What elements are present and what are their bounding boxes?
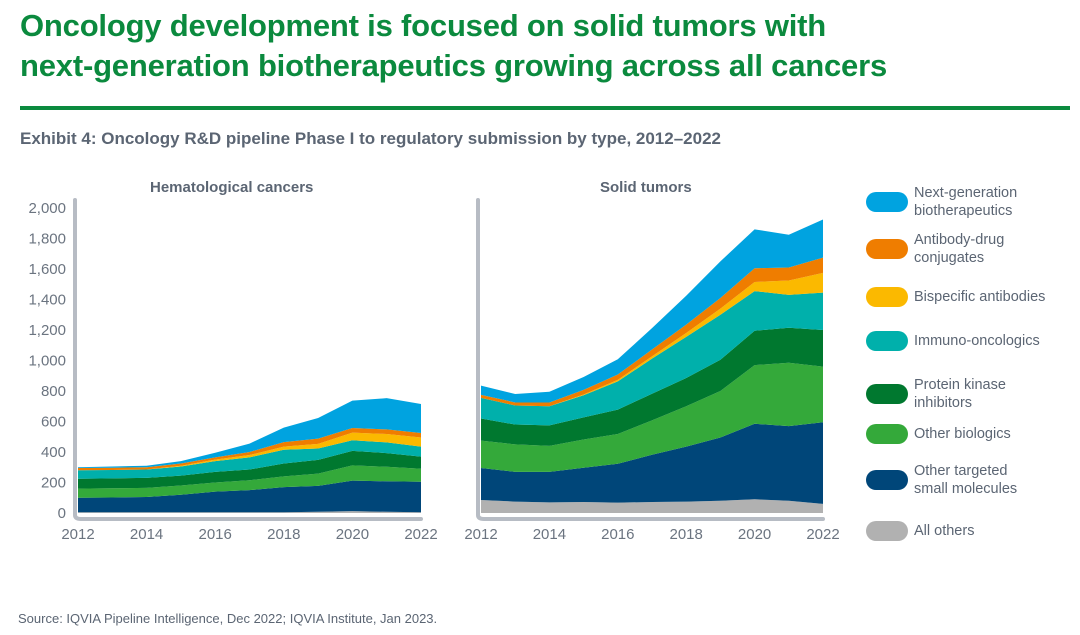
- legend-label: Immuno-oncologics: [914, 333, 1040, 349]
- title-line-1: Oncology development is focused on solid…: [20, 8, 827, 43]
- area-immuno-oncologics: [481, 291, 823, 426]
- y-tick-label: 0: [58, 505, 66, 522]
- area-chart-0: 2012 2014 2016 2018 2020 2022 0 200 400 600 800 1,0…: [28, 198, 438, 543]
- legend-item: Antibody-drug conjugates: [866, 231, 1004, 267]
- x-tick-label: 2022: [404, 526, 437, 543]
- area-other-biologics: [481, 362, 823, 472]
- x-tick-label: 2014: [533, 526, 566, 543]
- y-tick-label: 1,600: [28, 261, 66, 278]
- area-bispecific-antibodies: [78, 432, 421, 471]
- legend-label: Bispecific antibodies: [914, 289, 1046, 305]
- legend-item: Bispecific antibodies: [866, 287, 1045, 307]
- x-tick-label: 2018: [267, 526, 300, 543]
- legend-item: All others: [866, 521, 974, 541]
- y-tick-label: 2,000: [28, 200, 66, 217]
- legend-label: Next-generation biotherapeutics: [914, 185, 1018, 219]
- x-tick-label: 2022: [806, 526, 839, 543]
- area-protein-kinase-inhibitors: [481, 327, 823, 446]
- legend-swatch: [866, 287, 908, 307]
- y-tick-label: 1,800: [28, 231, 66, 248]
- legend-item: Protein kinase inhibitors: [866, 376, 1006, 412]
- area-antibody-drug-conjugates: [481, 257, 823, 407]
- x-tick-label: 2016: [601, 526, 634, 543]
- area-other-biologics: [78, 465, 421, 498]
- x-tick-label: 2014: [130, 526, 163, 543]
- legend-swatch: [866, 384, 908, 404]
- x-tick-label: 2018: [670, 526, 703, 543]
- panel-title-hematological: Hematological cancers: [150, 179, 314, 196]
- axis-line: [73, 198, 423, 521]
- area-protein-kinase-inhibitors: [78, 450, 421, 489]
- area-bispecific-antibodies: [481, 272, 823, 407]
- legend-swatch: [866, 331, 908, 351]
- legend-item: Other targeted small molecules: [866, 462, 1017, 498]
- page-title: Oncology development is focused on solid…: [20, 6, 1070, 86]
- y-tick-label: 1,200: [28, 322, 66, 339]
- axis-line: [476, 198, 825, 521]
- x-tick-label: 2020: [336, 526, 369, 543]
- area-next-generation-biotherapeutics: [78, 398, 421, 469]
- y-tick-label: 400: [41, 444, 66, 461]
- y-tick-label: 800: [41, 383, 66, 400]
- x-tick-label: 2016: [199, 526, 232, 543]
- legend-label: Other targeted small molecules: [914, 463, 1018, 497]
- x-tick-label: 2012: [61, 526, 94, 543]
- legend-label: Antibody-drug conjugates: [914, 232, 1005, 266]
- x-tick-label: 2020: [738, 526, 771, 543]
- legend-label: Protein kinase inhibitors: [914, 377, 1006, 411]
- y-tick-label: 200: [41, 475, 66, 492]
- title-line-2: next-generation biotherapeutics growing …: [20, 48, 887, 83]
- x-tick-label: 2012: [464, 526, 497, 543]
- legend-label: Other biologics: [914, 426, 1011, 442]
- legend-swatch: [866, 192, 908, 212]
- y-tick-label: 1,000: [28, 353, 66, 370]
- area-other-targeted-small-molecules: [78, 480, 421, 513]
- title-divider: [20, 106, 1070, 110]
- legend-label: All others: [914, 523, 975, 539]
- y-tick-label: 600: [41, 414, 66, 431]
- legend-item: Next-generation biotherapeutics: [866, 184, 1017, 220]
- area-all-others: [78, 511, 421, 513]
- legend-item: Other biologics: [866, 424, 1011, 444]
- exhibit-subtitle: Exhibit 4: Oncology R&D pipeline Phase I…: [20, 129, 721, 148]
- y-tick-label: 1,400: [28, 292, 66, 309]
- area-next-generation-biotherapeutics: [481, 219, 823, 403]
- legend-item: Immuno-oncologics: [866, 331, 1040, 351]
- panel-title-solid: Solid tumors: [600, 179, 692, 196]
- area-all-others: [481, 499, 823, 513]
- source-note: Source: IQVIA Pipeline Intelligence, Dec…: [18, 611, 438, 626]
- legend-swatch: [866, 239, 908, 259]
- area-immuno-oncologics: [78, 440, 421, 479]
- area-other-targeted-small-molecules: [481, 422, 823, 504]
- area-chart-1: 2012 2014 2016 2018 2020 2022: [464, 198, 840, 543]
- legend-swatch: [866, 424, 908, 444]
- legend-swatch: [866, 470, 908, 490]
- legend-swatch: [866, 521, 908, 541]
- area-antibody-drug-conjugates: [78, 428, 421, 471]
